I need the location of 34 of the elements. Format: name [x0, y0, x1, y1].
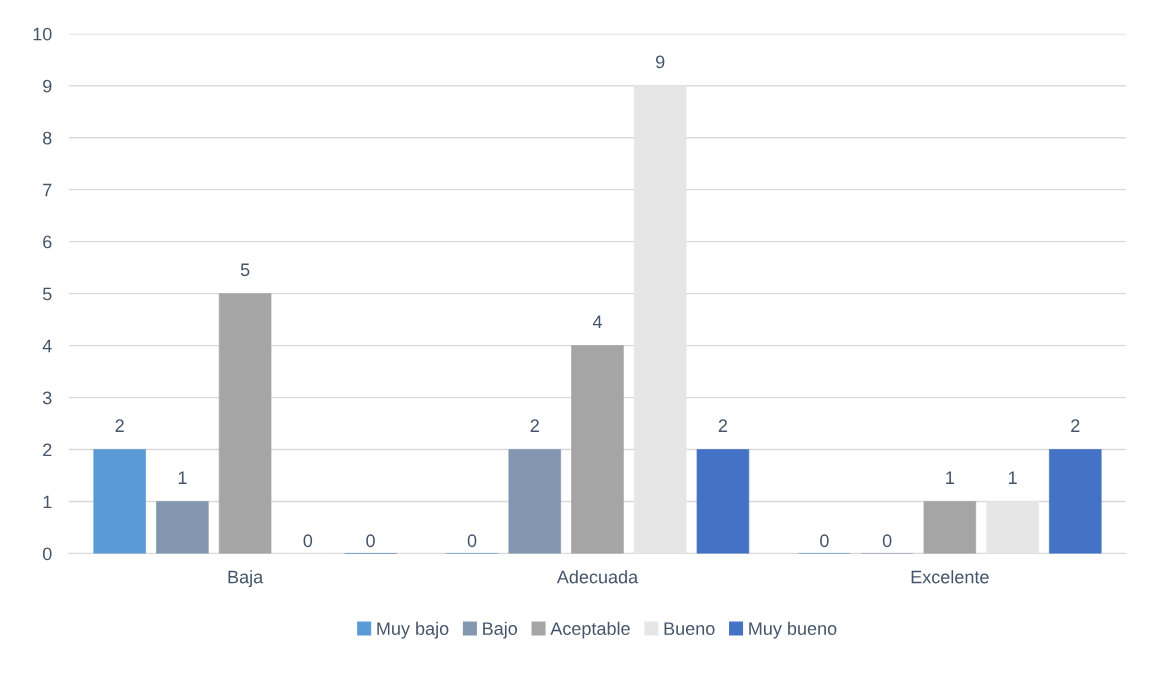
y-tick-label: 0 — [42, 547, 52, 561]
data-label: 0 — [366, 534, 375, 548]
data-label: 0 — [882, 534, 892, 548]
legend-label: Bueno — [664, 622, 715, 635]
legend-label: Muy bajo — [377, 621, 449, 639]
data-label: 0 — [820, 534, 829, 548]
y-tick-label: 3 — [42, 391, 52, 405]
x-tick-label: Baja — [228, 570, 264, 587]
data-label: 1 — [1008, 471, 1017, 484]
data-label: 4 — [592, 315, 602, 328]
data-label: 5 — [240, 263, 250, 277]
y-tick-label: 1 — [43, 495, 52, 509]
data-label: 2 — [530, 419, 539, 432]
y-tick-label: 9 — [43, 79, 52, 93]
y-tick-label: 2 — [43, 443, 52, 457]
y-tick-label: 8 — [43, 131, 52, 145]
legend-label: Bajo — [483, 621, 518, 639]
data-label: 0 — [467, 534, 477, 548]
y-tick-label: 4 — [42, 339, 52, 353]
data-label: 2 — [1071, 419, 1080, 432]
legend-label: Aceptable — [550, 621, 630, 639]
y-tick-label: 10 — [33, 27, 52, 41]
data-label: 1 — [946, 471, 954, 484]
data-label: 2 — [718, 419, 728, 432]
x-tick-label: Adecuada — [556, 570, 639, 584]
data-label: 2 — [115, 419, 124, 432]
data-label: 1 — [178, 471, 187, 484]
y-tick-label: 7 — [43, 183, 52, 197]
y-tick-label: 5 — [42, 287, 52, 301]
data-label: 0 — [303, 534, 313, 548]
x-tick-label: Excelente — [911, 570, 989, 584]
data-label: 9 — [656, 55, 665, 69]
y-tick-label: 6 — [43, 235, 52, 249]
legend-label: Muy bueno — [749, 621, 837, 639]
